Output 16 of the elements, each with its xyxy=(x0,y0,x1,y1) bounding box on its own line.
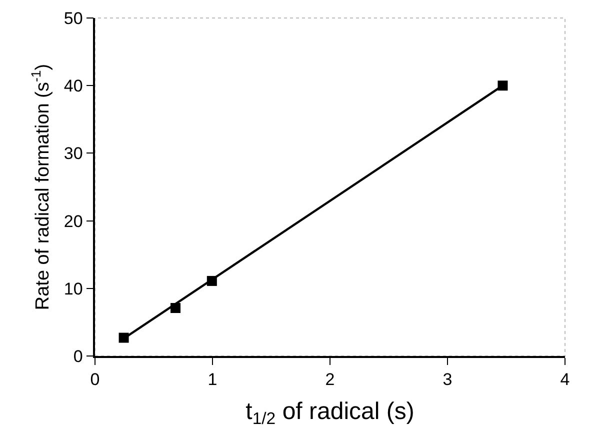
point xyxy=(118,332,129,343)
x-tick-label: 0 xyxy=(90,370,100,390)
x-tick-label: 2 xyxy=(325,370,335,390)
y-tick-label: 50 xyxy=(64,8,83,28)
y-tick-label: 10 xyxy=(64,279,83,298)
y-tick-label: 30 xyxy=(64,144,83,164)
x-axis-title: t$_{1/2}$ of radical (s) xyxy=(246,398,414,428)
y-tick-label: 40 xyxy=(64,76,83,96)
point xyxy=(206,276,217,286)
x-tick-label: 3 xyxy=(442,370,452,390)
x-tick-label: 4 xyxy=(560,370,570,390)
y-tick-label: 20 xyxy=(64,212,83,231)
point xyxy=(498,80,508,91)
point xyxy=(170,303,180,313)
y-tick-label: 0 xyxy=(73,346,83,366)
x-tick-label: 1 xyxy=(208,370,218,390)
